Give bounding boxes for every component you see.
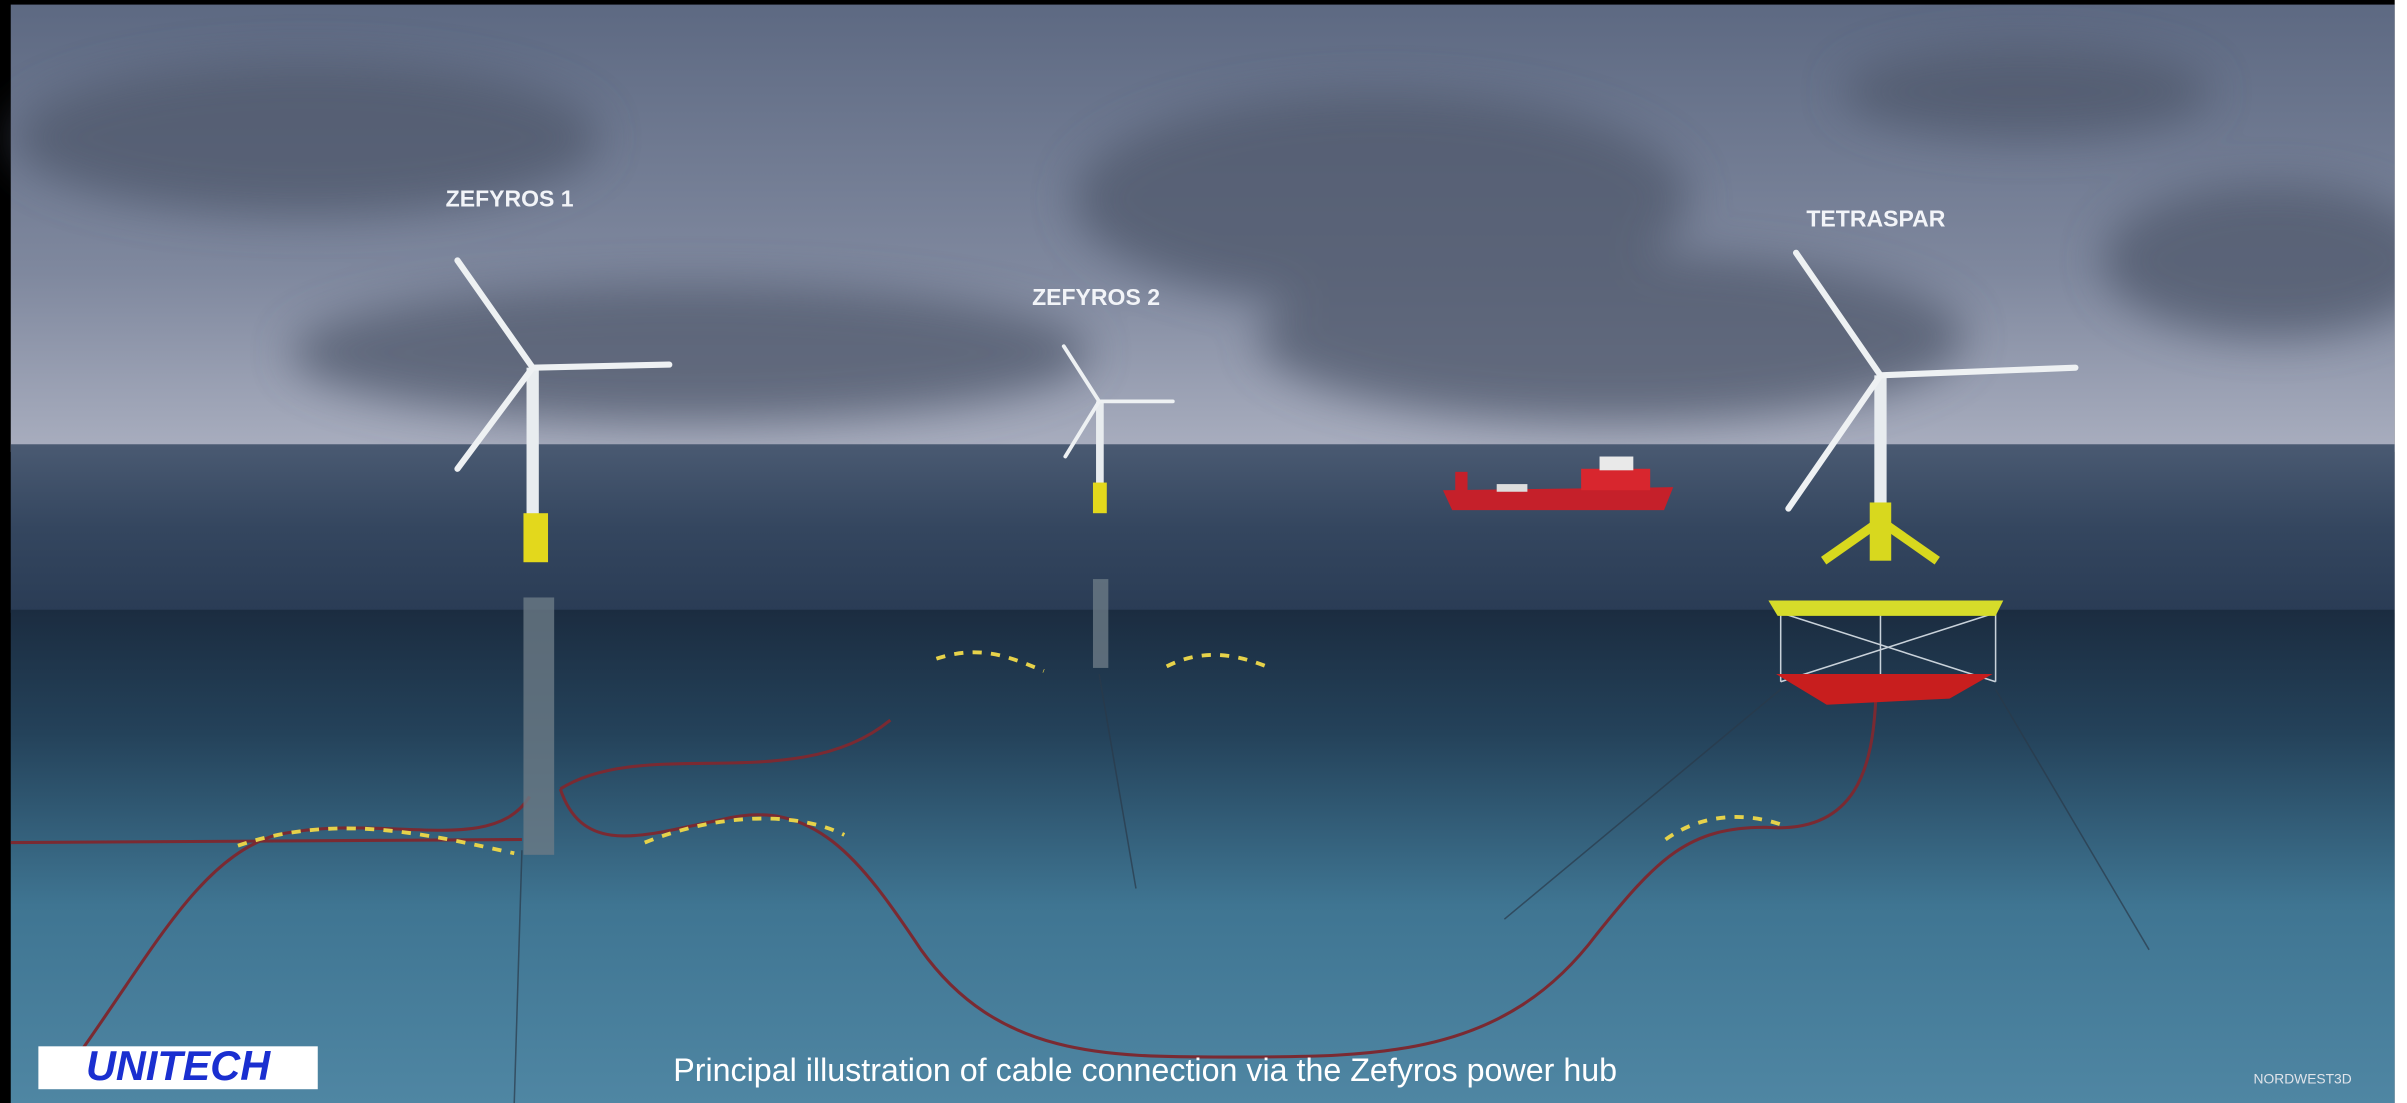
right-edge (2394, 0, 2407, 1103)
moorings (513, 673, 2150, 1103)
turbine-label: TETRASPAR (1806, 206, 1945, 232)
clouds (15, 45, 2407, 422)
logo: UNITECH (86, 1043, 271, 1089)
vessel (1442, 456, 1674, 511)
underwater (10, 609, 2395, 1103)
turbine (454, 257, 673, 855)
turbine (1061, 344, 1175, 668)
caption: Principal illustration of cable connecti… (673, 1052, 1617, 1088)
turbine-label: ZEFYROS 2 (1032, 284, 1160, 310)
logo-box (38, 1046, 318, 1090)
sea-surface (10, 444, 2395, 613)
turbine-label: ZEFYROS 1 (446, 186, 574, 212)
floats (237, 650, 1790, 856)
turbine (1768, 249, 2079, 705)
credit: NORDWEST3D (2254, 1072, 2352, 1087)
